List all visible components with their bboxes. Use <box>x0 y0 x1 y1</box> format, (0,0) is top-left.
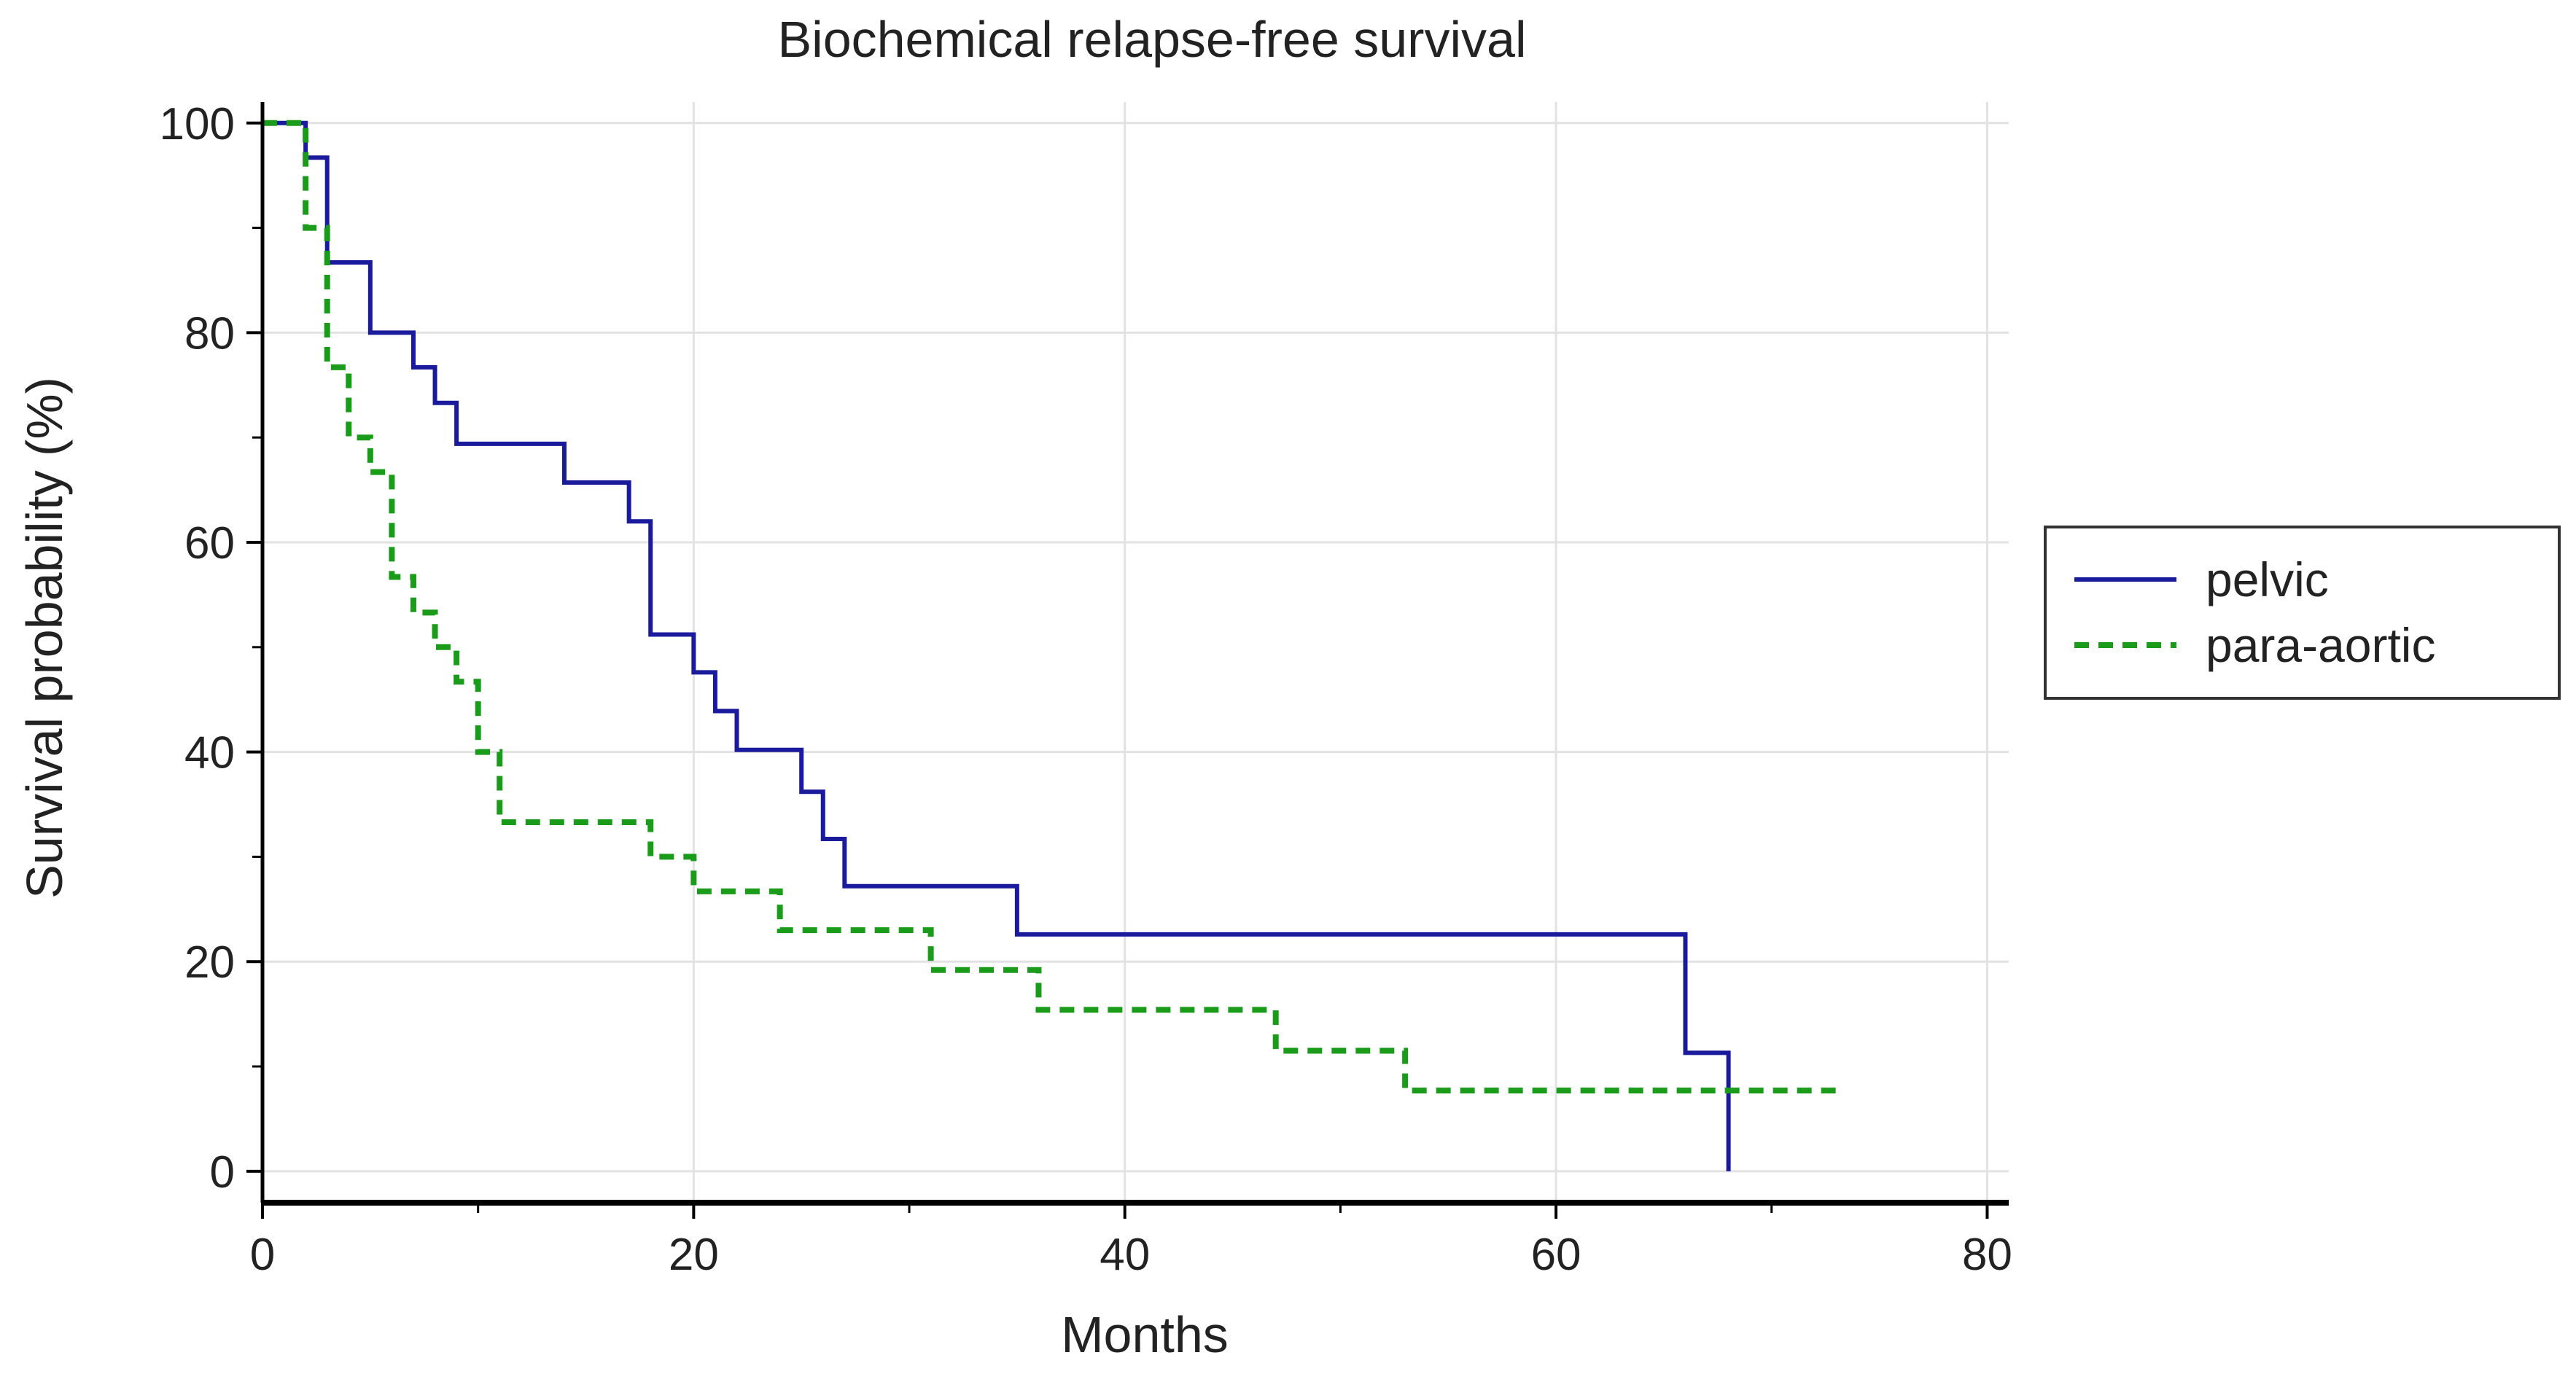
x-tick-label-0: 0 <box>250 1230 275 1280</box>
grid <box>261 102 2009 1203</box>
series-line-pelvic <box>262 120 1731 1171</box>
x-tick-label-1: 20 <box>669 1230 719 1280</box>
y-tick-label-2: 40 <box>184 728 235 778</box>
x-tick-label-3: 60 <box>1531 1230 1581 1280</box>
x-axis-title: Months <box>1061 1306 1229 1363</box>
x-tick-label-2: 40 <box>1100 1230 1150 1280</box>
legend-label-para-aortic: para-aortic <box>2206 618 2435 672</box>
y-tick-label-0: 0 <box>210 1147 235 1198</box>
series-line-para-aortic <box>262 120 1837 1094</box>
axis-ticks: 0 20 40 60 80 0 20 40 60 80 100 <box>160 99 2012 1280</box>
legend-box <box>2044 526 2561 700</box>
chart-title: Biochemical relapse-free survival <box>777 11 1526 68</box>
x-tick-label-4: 80 <box>1962 1230 2012 1280</box>
y-tick-label-3: 60 <box>184 518 235 569</box>
plot-series <box>262 120 1837 1171</box>
y-axis-title: Survival probability (%) <box>16 377 73 899</box>
y-tick-label-1: 20 <box>184 937 235 988</box>
legend-label-pelvic: pelvic <box>2206 553 2329 606</box>
legend: pelvic para-aortic <box>2044 526 2561 700</box>
y-tick-label-4: 80 <box>184 308 235 359</box>
y-tick-label-5: 100 <box>160 99 235 149</box>
